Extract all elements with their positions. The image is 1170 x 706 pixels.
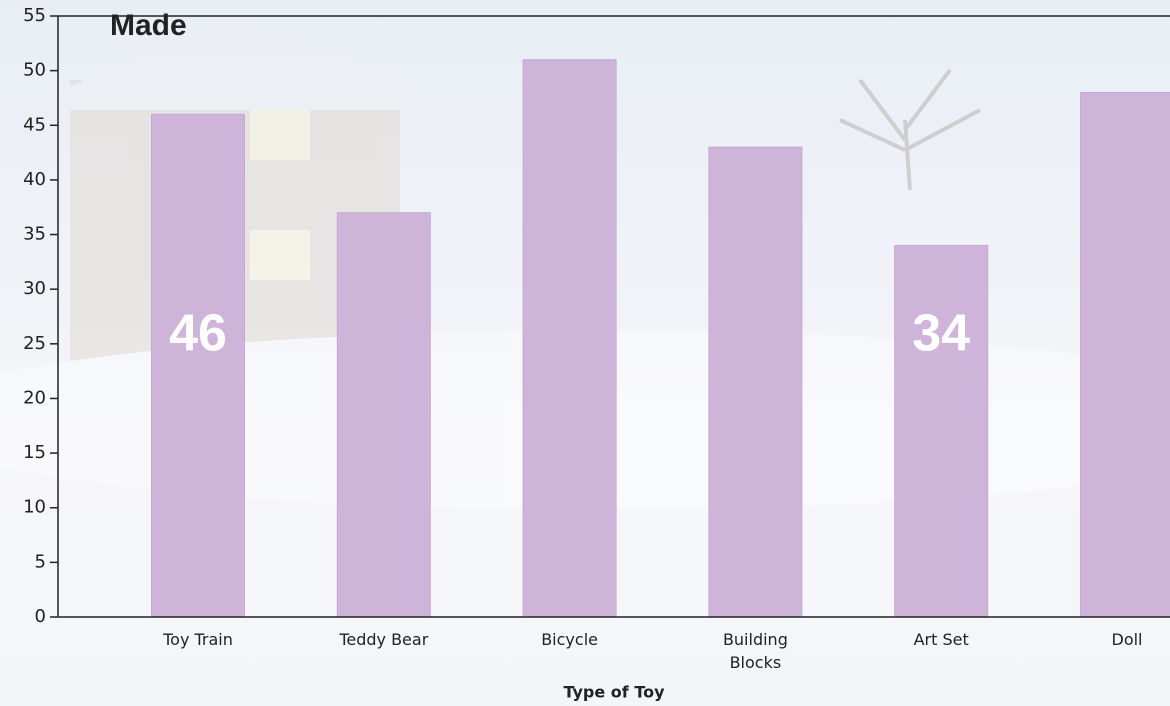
x-tick-label: Toy Train [153,628,243,651]
x-axis-label: Type of Toy [563,683,665,702]
bar [152,114,245,617]
bar [337,213,430,617]
data-label: 46 [169,305,227,363]
y-tick-label: 5 [35,551,46,572]
data-label: 34 [912,305,970,363]
bar [895,245,988,617]
x-tick-label: Art Set [896,628,986,651]
y-tick-label: 20 [23,387,46,408]
bar [709,147,802,617]
page: Made Type of Toy 0 5 10 15 20 25 30 35 40 45 50 55 4… [0,0,1170,706]
y-tick-label: 25 [23,333,46,354]
x-tick-label: Doll [1082,628,1170,651]
chart-title: Made [110,9,187,42]
y-tick-label: 35 [23,224,46,245]
y-tick-label: 10 [23,497,46,518]
y-tick-label: 15 [23,442,46,463]
bar [523,60,616,617]
y-tick-label: 45 [23,114,46,135]
y-tick-label: 50 [23,60,46,81]
y-tick-label: 40 [23,169,46,190]
y-tick-label: 30 [23,278,46,299]
y-tick-label: 55 [23,5,46,26]
bar [1081,92,1170,617]
y-tick-label: 0 [35,606,46,627]
x-tick-label: Teddy Bear [339,628,429,651]
chart: Made Type of Toy 0 5 10 15 20 25 30 35 40 45 50 55 4… [0,0,1170,706]
x-tick-label: Bicycle [525,628,615,651]
x-tick-label: Building Blocks [710,628,800,674]
